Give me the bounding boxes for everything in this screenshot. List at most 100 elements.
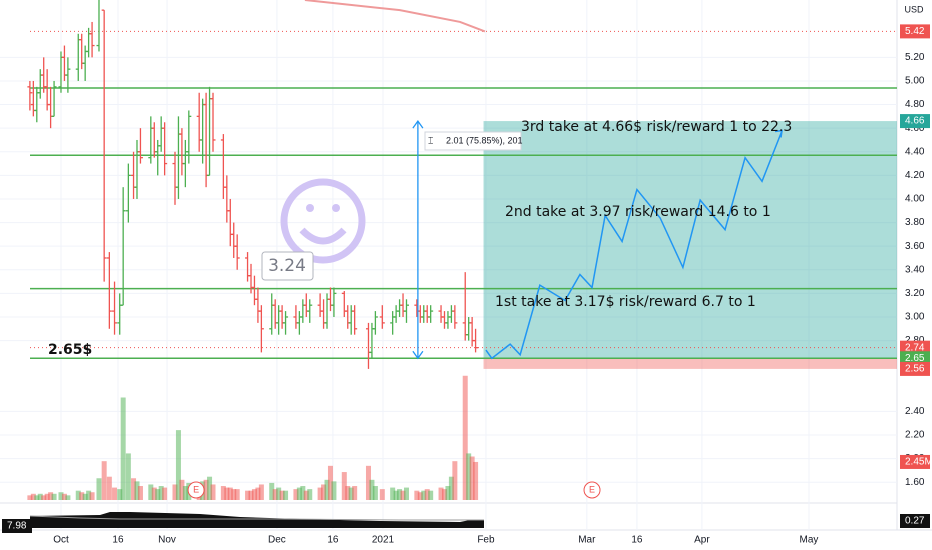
price-badge bbox=[900, 24, 930, 39]
volume-bar bbox=[248, 490, 254, 500]
volume-bar bbox=[224, 487, 230, 500]
volume-bar bbox=[251, 489, 257, 500]
volume-bar bbox=[421, 490, 427, 500]
volume-bar bbox=[86, 490, 92, 500]
volume-bar bbox=[365, 465, 371, 500]
volume-bar bbox=[203, 479, 209, 500]
volume-bar bbox=[372, 486, 378, 500]
event-label: E bbox=[589, 484, 595, 494]
annotation: 1st take at 3.17$ risk/reward 6.7 to 1 bbox=[495, 294, 756, 310]
volume-bar bbox=[293, 489, 299, 500]
measure-box bbox=[424, 131, 522, 151]
y-tick-label: 5.20 bbox=[905, 52, 925, 63]
price-badge bbox=[900, 454, 930, 469]
volume-bar bbox=[75, 490, 81, 500]
measure-arrow bbox=[412, 119, 424, 360]
volume-bar bbox=[438, 487, 444, 500]
volume-bar bbox=[245, 490, 251, 500]
y-tick-label: 3.40 bbox=[905, 264, 925, 275]
level-note: 3.24 bbox=[268, 256, 306, 276]
volume-bar bbox=[27, 495, 33, 500]
price-badge-label: 2.56 bbox=[905, 364, 925, 375]
x-tick-label: 16 bbox=[112, 535, 124, 546]
volume-bar bbox=[258, 484, 264, 500]
event-marker bbox=[583, 481, 601, 499]
y-tick-label: 3.60 bbox=[905, 241, 925, 252]
volume-bar bbox=[448, 476, 454, 500]
x-tick-label: 2021 bbox=[372, 535, 395, 546]
volume-bar bbox=[172, 484, 178, 500]
x-tick-label: 16 bbox=[631, 535, 643, 546]
volume-bar bbox=[120, 397, 126, 500]
y-tick-label: 4.80 bbox=[905, 99, 925, 110]
volume-bar bbox=[417, 492, 423, 500]
volume-bar bbox=[345, 486, 351, 500]
volume-bar bbox=[393, 490, 399, 500]
volume-bar bbox=[403, 487, 409, 500]
volume-bar bbox=[51, 493, 57, 500]
volume-bar bbox=[210, 484, 216, 500]
volume-bar bbox=[469, 456, 475, 500]
x-tick-label: 16 bbox=[327, 535, 339, 546]
volume-bar bbox=[231, 489, 237, 500]
volume-bar bbox=[106, 476, 112, 500]
volume-bar bbox=[321, 484, 327, 500]
x-tick-label: Mar bbox=[578, 535, 596, 546]
volume-bar bbox=[466, 453, 472, 500]
price-badge bbox=[900, 361, 930, 376]
moving-average bbox=[304, 0, 486, 33]
volume-bar bbox=[276, 487, 282, 500]
volume-bar bbox=[182, 486, 188, 500]
volume-bar bbox=[445, 486, 451, 500]
volume-bar bbox=[158, 486, 164, 500]
indicator-badge bbox=[2, 519, 32, 533]
annotation: 2nd take at 3.97 risk/reward 14.6 to 1 bbox=[505, 204, 771, 220]
volume-bar bbox=[473, 461, 479, 500]
volume-bar bbox=[61, 493, 67, 500]
volume-bar bbox=[175, 430, 181, 500]
volume-bar bbox=[65, 495, 71, 500]
volume-bar bbox=[207, 476, 213, 500]
volume-bar bbox=[117, 489, 123, 500]
volume-bar bbox=[137, 486, 143, 500]
volume-bar bbox=[331, 481, 337, 500]
volume-bar bbox=[125, 453, 131, 500]
price-badge bbox=[900, 340, 930, 355]
volume-bar bbox=[131, 478, 137, 500]
plot: E E 7.98 bbox=[2, 0, 897, 533]
measure-icon: ⌶ bbox=[428, 137, 433, 147]
y-tick-label: 3.00 bbox=[905, 312, 925, 323]
price-axis: 5.20 5.00 4.80 4.60 4.40 4.20 4.00 3.80 3.60 3.40… bbox=[53, 24, 932, 546]
volume-bar bbox=[37, 493, 43, 500]
volume-bar bbox=[234, 489, 240, 500]
x-tick-label: Apr bbox=[694, 535, 710, 546]
volume-bar bbox=[79, 492, 85, 500]
volume-bar bbox=[307, 489, 313, 500]
y-tick-label: 3.80 bbox=[905, 217, 925, 228]
volume-bar bbox=[452, 461, 458, 500]
price-badge-label: 2.45M bbox=[905, 457, 932, 468]
volume-bar bbox=[283, 490, 289, 500]
x-tick-label: Oct bbox=[53, 535, 69, 546]
volume-bar bbox=[48, 492, 54, 500]
annotation: 2.65$ bbox=[48, 342, 92, 358]
projection-line bbox=[485, 130, 783, 360]
volume-bar bbox=[428, 490, 434, 500]
volume-bar bbox=[151, 487, 157, 500]
currency: USD bbox=[904, 4, 924, 14]
volume-bar bbox=[341, 472, 347, 500]
y-tick-label: 1.60 bbox=[905, 477, 925, 488]
volume-bar bbox=[348, 487, 354, 500]
volume-bar bbox=[255, 487, 261, 500]
volume-bar bbox=[41, 495, 47, 500]
volume-bar bbox=[397, 489, 403, 500]
smiley bbox=[280, 178, 366, 264]
event-label: E bbox=[193, 484, 199, 494]
volume-bar bbox=[134, 481, 140, 500]
volume-bar bbox=[379, 489, 385, 500]
volume-bar bbox=[369, 479, 375, 500]
y-tick-label: 2.40 bbox=[905, 406, 925, 417]
volume-bar bbox=[227, 487, 233, 500]
volume-bar bbox=[112, 487, 118, 500]
